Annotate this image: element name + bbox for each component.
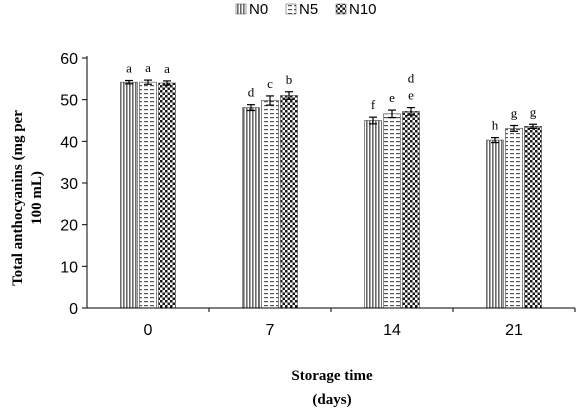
y-tick-label: 60: [60, 51, 78, 68]
legend: N0 N5 N10: [235, 1, 377, 18]
bar-n10-day-7: [280, 95, 298, 309]
legend-swatch-n5: [285, 3, 297, 15]
y-tick-label: 40: [60, 134, 78, 151]
significance-letter: g: [530, 104, 537, 119]
bar-n10-day-21: [524, 126, 542, 309]
significance-letter: a: [164, 61, 170, 76]
y-tick-label: 50: [60, 93, 78, 110]
significance-letter: b: [286, 72, 293, 87]
significance-letter: g: [511, 106, 518, 121]
legend-swatch-n0: [235, 3, 247, 15]
bar-n5-day-0: [139, 81, 157, 309]
significance-letter: a: [126, 61, 132, 76]
bar-n5-day-14: [383, 113, 401, 309]
legend-swatch-n10: [335, 3, 347, 15]
y-tick-label: 0: [69, 301, 78, 318]
y-axis-label-line-1: Total anthocyanins (mg per: [10, 110, 26, 286]
axes: 0 10 20 30 40 50 60 0 7 14 21: [60, 51, 576, 339]
bar-n5-day-21: [505, 128, 523, 309]
x-axis-label-line-2: (days): [312, 392, 351, 408]
significance-letter: c: [267, 76, 273, 91]
significance-letter: h: [492, 118, 499, 133]
x-tick-label: 21: [505, 322, 523, 339]
x-tick-label: 7: [266, 322, 275, 339]
x-tick-label: 14: [383, 322, 401, 339]
significance-letter: f: [371, 97, 376, 112]
legend-label-n0: N0: [249, 1, 268, 18]
significance-letter: d: [248, 85, 255, 100]
significance-letter: e: [408, 88, 414, 103]
axis-labels: Total anthocyanins (mg per 100 mL) Storage…: [10, 110, 373, 408]
x-tick-label: 0: [144, 322, 153, 339]
bar-n0-day-14: [364, 120, 382, 309]
legend-label-n10: N10: [349, 1, 377, 18]
y-tick-label: 20: [60, 218, 78, 235]
bar-n10-day-14: [402, 111, 420, 309]
significance-letter-upper: d: [408, 71, 415, 86]
bar-n5-day-7: [261, 100, 279, 309]
bar-n0-day-0: [120, 81, 138, 309]
y-tick-label: 30: [60, 176, 78, 193]
legend-label-n5: N5: [299, 1, 318, 18]
bar-n10-day-0: [158, 82, 176, 309]
significance-letter: e: [389, 90, 395, 105]
y-tick-label: 10: [60, 259, 78, 276]
bar-n0-day-7: [242, 107, 260, 309]
y-axis-label-line-2: 100 mL): [29, 171, 45, 225]
bar-n0-day-21: [486, 139, 504, 309]
significance-letter: a: [145, 60, 151, 75]
x-axis-label-line-1: Storage time: [291, 368, 373, 384]
